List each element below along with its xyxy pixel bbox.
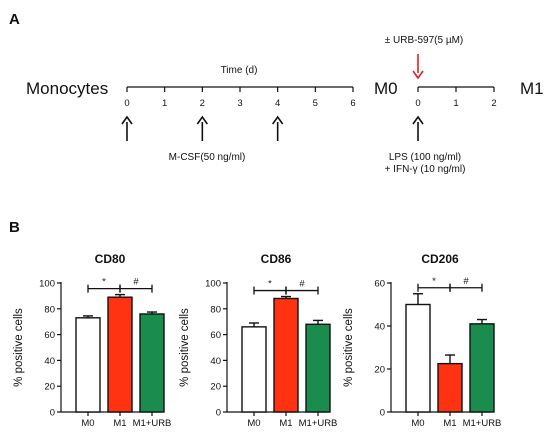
chart-cd86: CD86 % positive cells 0 20 40 60 80 100 M0 M1 M1+U…: [179, 252, 337, 429]
y-tick-label: 0: [216, 408, 221, 419]
y-tick-label: 40: [374, 322, 385, 333]
bar-m1-urb: [305, 323, 331, 413]
y-axis-label: % positive cells: [13, 308, 25, 387]
y-tick-label: 20: [44, 382, 55, 393]
y-tick-label: 40: [210, 356, 221, 367]
y-axis-label: % positive cells: [343, 308, 355, 387]
y-tick-label: 60: [210, 330, 221, 341]
y-tick-label: 60: [374, 279, 385, 290]
chart-title: CD86: [261, 252, 292, 266]
timeline-tick-label: 5: [313, 98, 318, 109]
bar-m1: [107, 296, 133, 413]
chart-title: CD80: [95, 252, 126, 266]
significance-label: #: [299, 279, 305, 290]
x-tick-label: M1+URB: [463, 418, 502, 429]
m0-title: M0: [374, 79, 398, 98]
bar-m1: [437, 362, 463, 413]
timeline-tick-label: 1: [453, 98, 458, 109]
y-tick-label: 0: [50, 408, 55, 419]
y-tick-label: 80: [210, 304, 221, 315]
black-arrow-icon: [412, 115, 424, 141]
timeline-tick-label: 6: [350, 98, 355, 109]
significance-label: *: [102, 277, 106, 288]
monocytes-title: Monocytes: [26, 79, 108, 98]
red-arrow-icon: [412, 54, 424, 80]
timeline-tick-label: 0: [124, 98, 129, 109]
y-tick-label: 20: [210, 382, 221, 393]
black-arrow-icon: [196, 115, 208, 141]
y-tick-label: 60: [44, 330, 55, 341]
timeline-tick-label: 2: [200, 98, 205, 109]
black-arrow-icon: [272, 115, 284, 141]
x-tick-label: M0: [411, 418, 424, 429]
y-tick-label: 100: [205, 279, 221, 290]
x-tick-label: M0: [247, 418, 260, 429]
y-axis-label: % positive cells: [179, 308, 191, 387]
panel-b-label: B: [9, 219, 20, 236]
black-arrow-icon: [121, 115, 133, 141]
significance-label: #: [133, 277, 139, 288]
timeline-tick-label: 1: [162, 98, 167, 109]
y-tick-label: 20: [374, 365, 385, 376]
timeline-tick-label: 2: [491, 98, 496, 109]
bar-m1-urb: [469, 323, 495, 413]
y-tick-label: 40: [44, 356, 55, 367]
x-tick-label: M1+URB: [299, 418, 338, 429]
timeline-monocytes: 0 1 2 3 4 5 6: [121, 86, 356, 141]
y-tick-label: 0: [380, 408, 385, 419]
timeline-m0: 0 1 2: [412, 54, 497, 141]
significance-label: *: [268, 279, 272, 290]
bar-m1: [273, 297, 299, 413]
bar-m0: [75, 317, 101, 413]
significance-label: *: [432, 276, 436, 287]
y-tick-label: 100: [39, 279, 55, 290]
chart-cd80: CD80 % positive cells 0 20 40 60 80 100 M0 M1 M1+U…: [13, 252, 171, 429]
x-tick-label: M1: [113, 418, 126, 429]
timeline-tick-label: 4: [275, 98, 280, 109]
time-label: Time (d): [221, 65, 258, 76]
chart-cd206: CD206 % positive cells 0 20 40 60 M0 M1 M1+URB * #: [343, 252, 501, 429]
ifn-label: + IFN-γ (10 ng/ml): [385, 164, 466, 175]
x-tick-label: M0: [81, 418, 94, 429]
panel-b: B CD80 % positive cells 0 20 40 60 80 100 M0 M1 M1…: [9, 219, 501, 429]
panel-a: A Monocytes M0 M1 Time (d) ± URB-597(5 µ…: [9, 11, 544, 175]
x-tick-label: M1: [279, 418, 292, 429]
lps-label: LPS (100 ng/ml): [389, 152, 461, 163]
m1-title: M1: [520, 79, 544, 98]
x-tick-label: M1+URB: [133, 418, 172, 429]
x-tick-label: M1: [443, 418, 456, 429]
timeline-tick-label: 0: [415, 98, 420, 109]
panel-a-label: A: [9, 11, 20, 28]
bar-m0: [405, 303, 431, 413]
mcsf-label: M-CSF(50 ng/ml): [169, 152, 246, 163]
significance-label: #: [463, 276, 469, 287]
urb-label: ± URB-597(5 µM): [385, 35, 464, 46]
y-tick-label: 80: [44, 304, 55, 315]
timeline-tick-label: 3: [237, 98, 242, 109]
bar-m1-urb: [139, 313, 165, 413]
chart-title: CD206: [421, 252, 459, 266]
bar-m0: [241, 326, 267, 413]
